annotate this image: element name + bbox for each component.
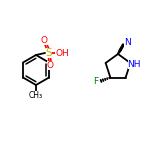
Text: OH: OH — [55, 48, 69, 57]
Text: N: N — [124, 38, 131, 47]
Text: S: S — [46, 48, 52, 58]
Text: F: F — [93, 77, 99, 86]
Text: O: O — [40, 36, 47, 45]
Polygon shape — [118, 49, 121, 54]
Text: CH₃: CH₃ — [29, 90, 43, 100]
Text: NH: NH — [128, 60, 141, 69]
Text: O: O — [47, 61, 54, 70]
